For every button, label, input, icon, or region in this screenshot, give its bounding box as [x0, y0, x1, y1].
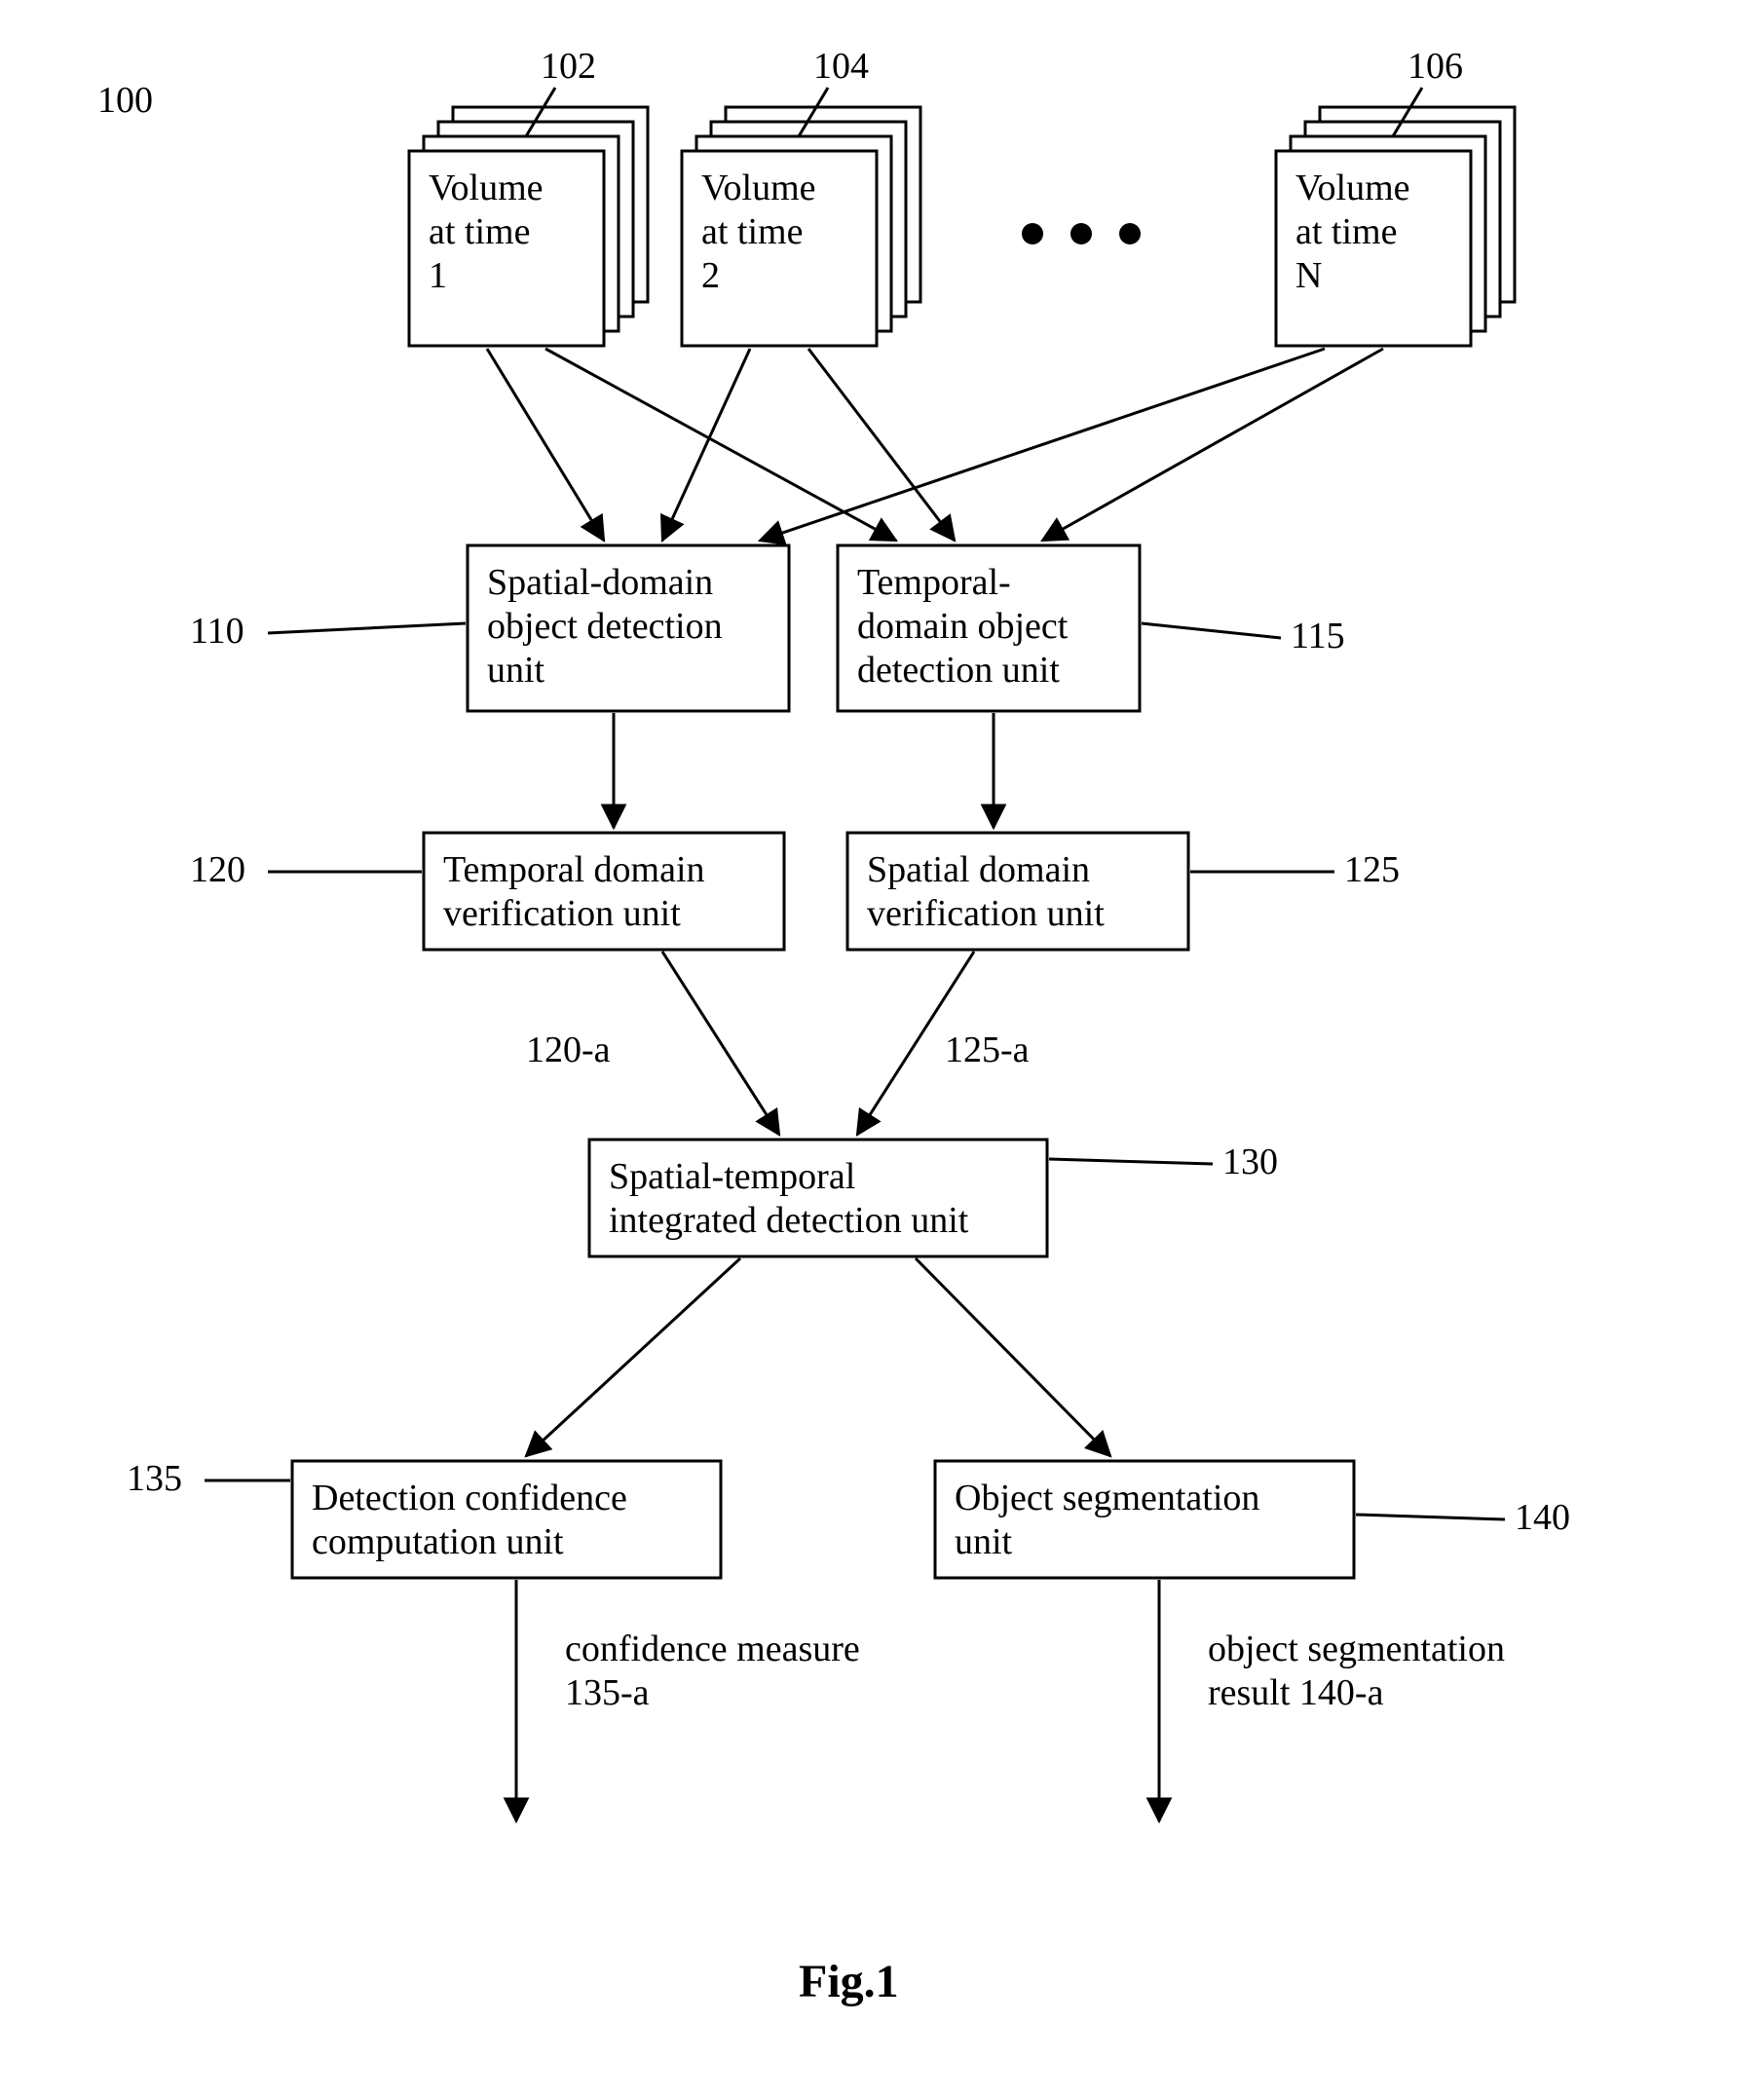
n130-line1: Spatial-temporal: [609, 1156, 855, 1197]
n135-line1: Detection confidence: [312, 1478, 627, 1518]
n110-line3: unit: [487, 650, 545, 691]
node-110: Spatial-domain object detection unit: [468, 545, 789, 711]
node-140: Object segmentation unit: [935, 1461, 1354, 1578]
node-135: Detection confidence computation unit: [292, 1461, 721, 1578]
n135-line2: computation unit: [312, 1521, 564, 1562]
vol2-line3: 2: [701, 255, 720, 296]
edge-label-125a: 125-a: [945, 1030, 1030, 1070]
node-130: Spatial-temporal integrated detection un…: [589, 1140, 1047, 1256]
ellipsis-dots: [1022, 223, 1141, 244]
ref-130: 130: [1222, 1142, 1278, 1182]
ref-115: 115: [1291, 616, 1345, 656]
n140-line1: Object segmentation: [955, 1478, 1259, 1518]
n115-line3: detection unit: [857, 650, 1060, 691]
vol1-line1: Volume: [429, 168, 544, 208]
voln-line1: Volume: [1295, 168, 1410, 208]
voln-line2: at time: [1295, 211, 1397, 252]
volume-stack-1: Volume at time 1: [409, 107, 648, 346]
ref-135: 135: [127, 1458, 182, 1499]
stack-ref-102: 102: [541, 46, 596, 87]
edge-label-120a: 120-a: [526, 1030, 611, 1070]
n125-line2: verification unit: [867, 893, 1105, 934]
volume-stack-2: Volume at time 2: [682, 107, 920, 346]
n115-line1: Temporal-: [857, 562, 1011, 603]
vol2-line1: Volume: [701, 168, 816, 208]
vol1-line3: 1: [429, 255, 447, 296]
n120-line2: verification unit: [443, 893, 681, 934]
stack-ref-104: 104: [813, 46, 869, 87]
out135-line1: confidence measure: [565, 1629, 860, 1669]
stack-ref-106: 106: [1407, 46, 1463, 87]
volume-stack-n: Volume at time N: [1276, 107, 1515, 346]
figure-label: Fig.1: [799, 1956, 899, 2007]
n110-line2: object detection: [487, 606, 723, 647]
n140-line2: unit: [955, 1521, 1013, 1562]
ref-110: 110: [190, 611, 244, 652]
flowchart-canvas: 100 102 104 106 Volume at time 1 Volume …: [0, 0, 1764, 2097]
out135-line2: 135-a: [565, 1672, 650, 1713]
n120-line1: Temporal domain: [443, 849, 705, 890]
n125-line1: Spatial domain: [867, 849, 1090, 890]
ref-125: 125: [1344, 849, 1400, 890]
ref-120: 120: [190, 849, 245, 890]
out140-line1: object segmentation: [1208, 1629, 1505, 1669]
n115-line2: domain object: [857, 606, 1069, 647]
node-125: Spatial domain verification unit: [847, 833, 1188, 950]
node-120: Temporal domain verification unit: [424, 833, 784, 950]
n110-line1: Spatial-domain: [487, 562, 713, 603]
system-ref-label: 100: [97, 80, 153, 121]
vol1-line2: at time: [429, 211, 530, 252]
vol2-line2: at time: [701, 211, 803, 252]
voln-line3: N: [1295, 255, 1322, 296]
n130-line2: integrated detection unit: [609, 1200, 969, 1241]
ref-140: 140: [1515, 1497, 1570, 1538]
node-115: Temporal- domain object detection unit: [838, 545, 1140, 711]
out140-line2: result 140-a: [1208, 1672, 1384, 1713]
